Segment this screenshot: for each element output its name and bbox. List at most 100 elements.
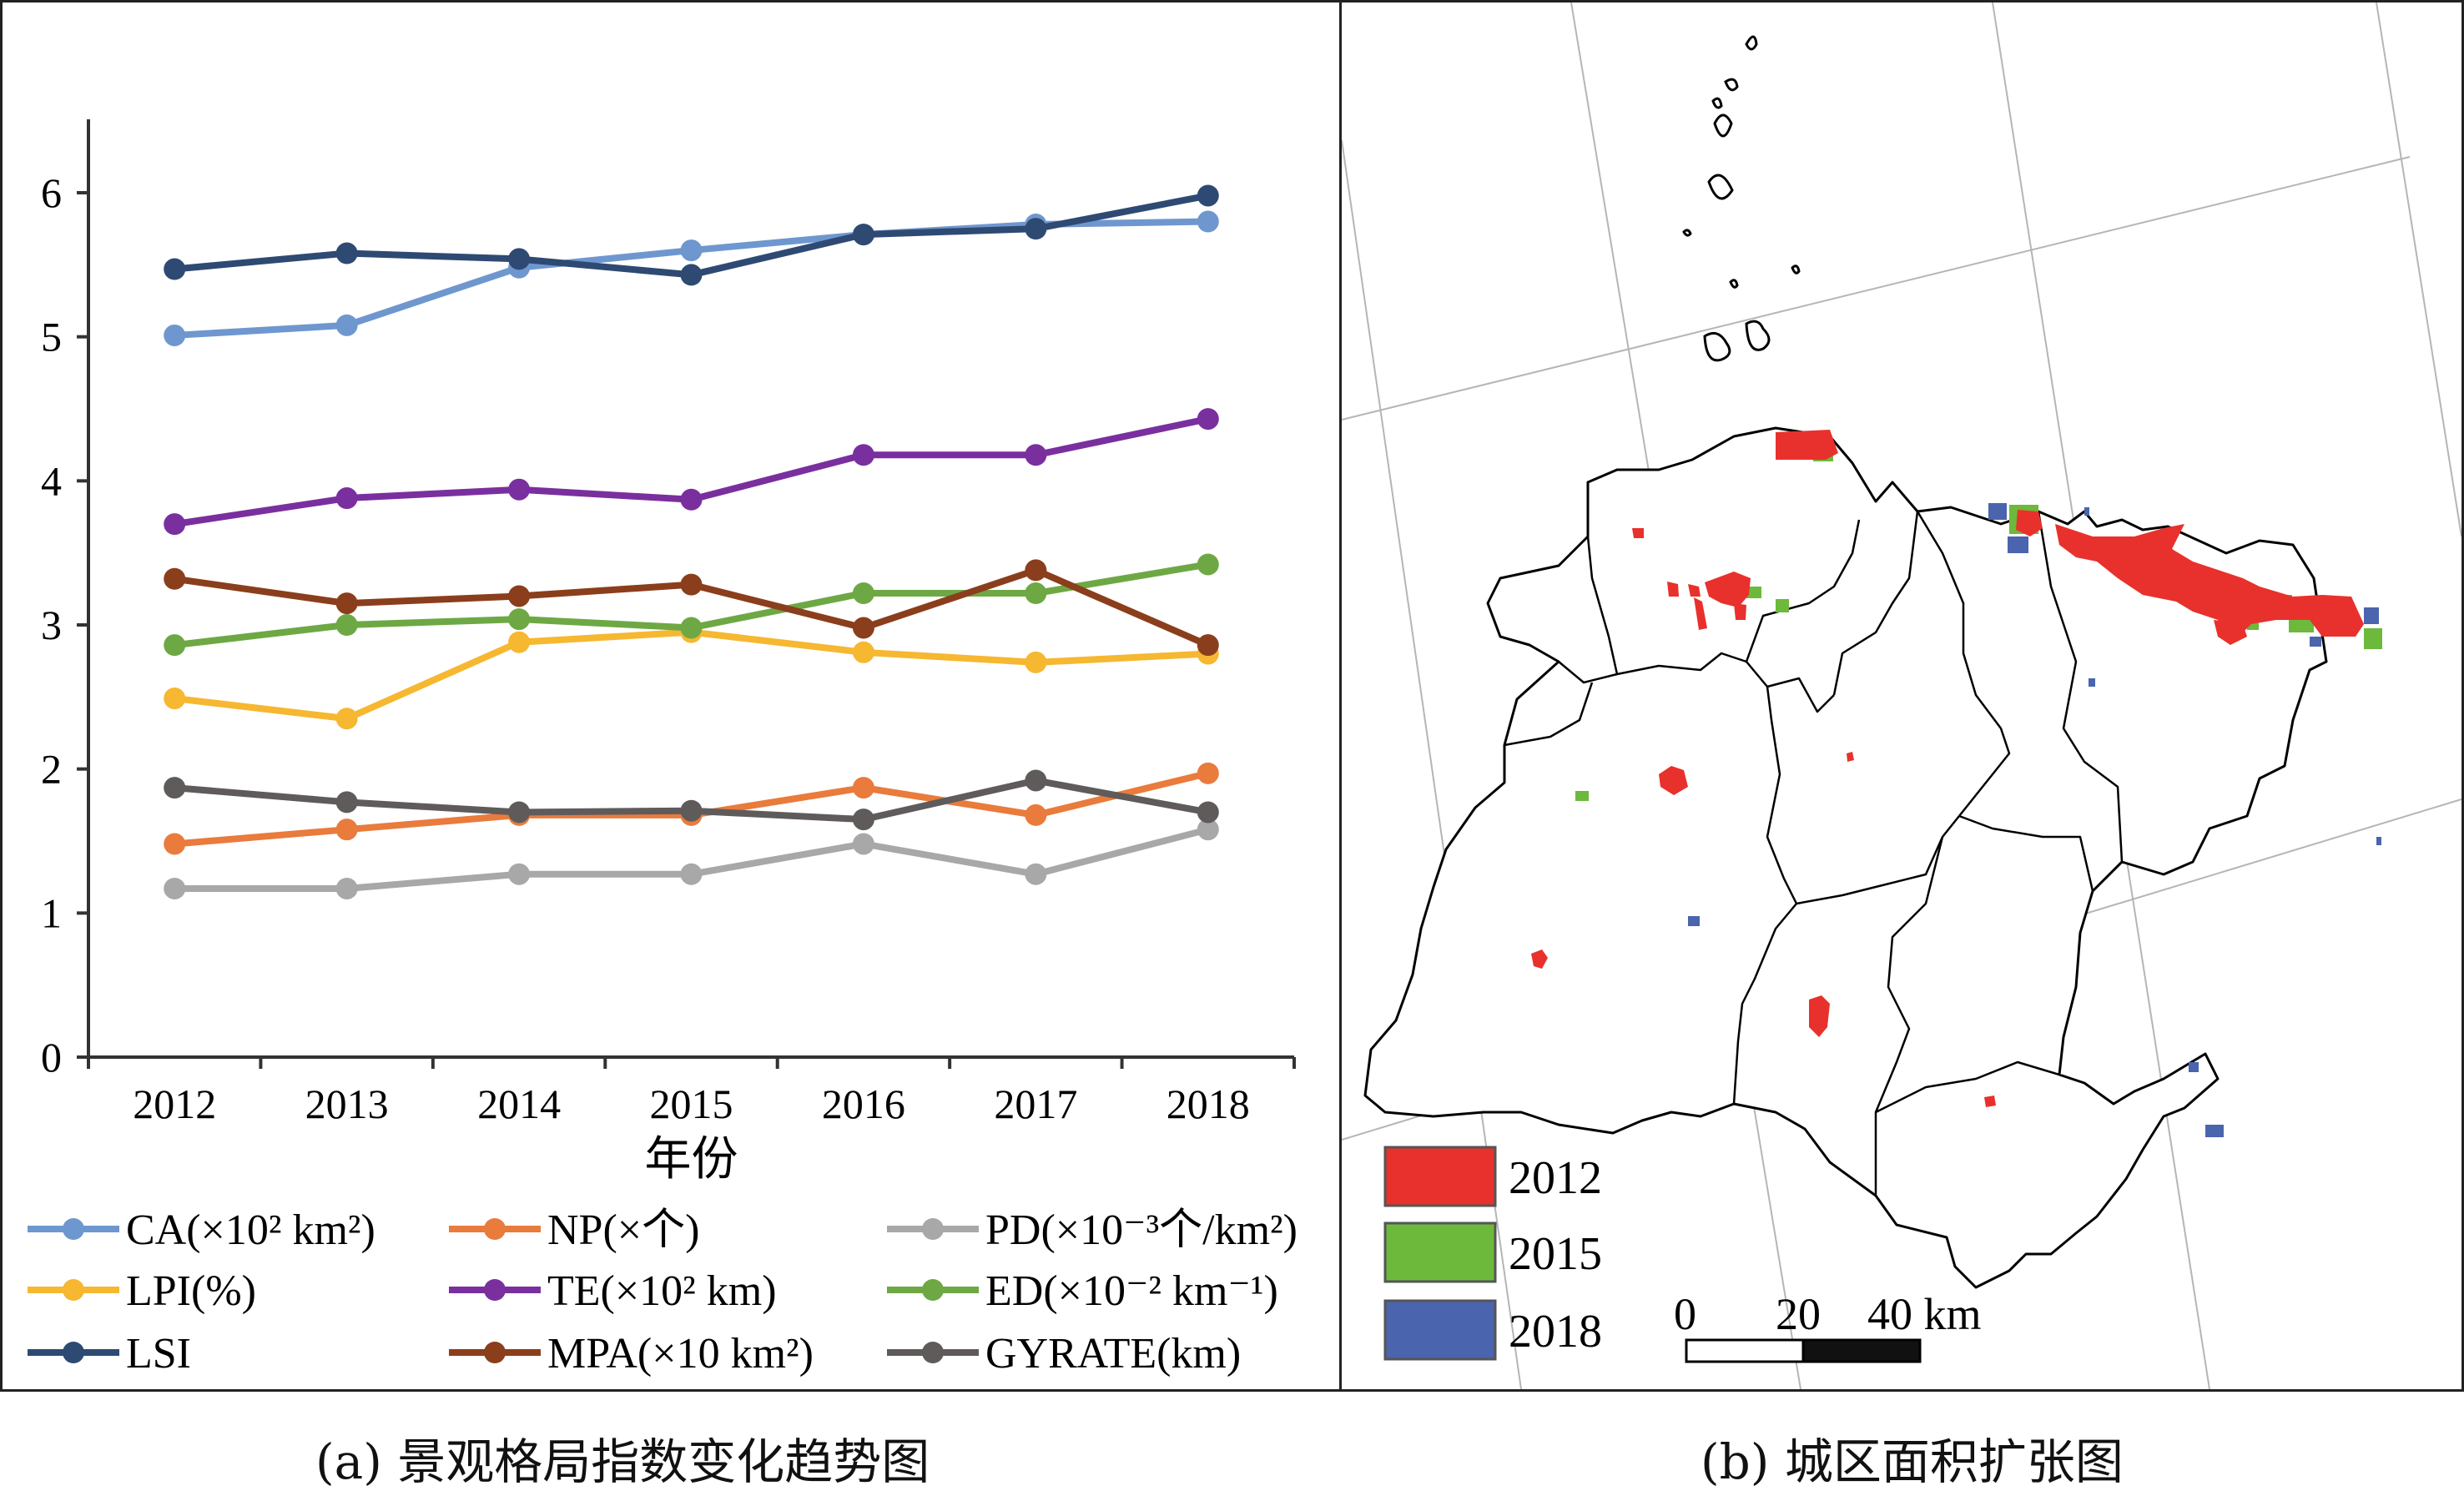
line-chart: 0 1 2 3 4 5 6 2012 2013 2014 2015 2016 2017 2018 年份 CA(…: [28, 119, 1298, 1378]
legend-label: NP(×个): [547, 1206, 699, 1254]
legend-swatch-marker: [922, 1279, 944, 1301]
map-panel: 2012 2015 2018 0 20 40 km: [1339, 0, 2464, 1392]
data-point: [1025, 444, 1047, 466]
chart-panel: 0 1 2 3 4 5 6 2012 2013 2014 2015 2016 2017 2018 年份 CA(…: [0, 0, 1343, 1392]
data-point: [164, 324, 186, 346]
y-tick-label: 6: [41, 169, 62, 216]
legend-swatch-marker: [484, 1279, 506, 1301]
data-point: [1197, 210, 1219, 233]
data-point: [335, 614, 358, 636]
svg-text:2015: 2015: [1509, 1228, 1602, 1280]
x-tick-label: 2015: [650, 1080, 733, 1127]
data-point: [164, 634, 186, 657]
data-point: [852, 808, 874, 831]
data-point: [335, 877, 358, 899]
data-point: [1197, 408, 1219, 431]
data-point: [335, 708, 358, 730]
data-point: [164, 567, 186, 590]
data-point: [164, 513, 186, 536]
data-point: [508, 631, 531, 653]
series-line: [174, 628, 1208, 723]
data-point: [852, 641, 874, 663]
legend-label: LPI(%): [126, 1267, 256, 1315]
data-point: [1025, 803, 1047, 826]
x-tick-label: 2014: [477, 1080, 561, 1127]
data-point: [852, 224, 874, 246]
series-line: [174, 192, 1209, 279]
y-tick-label: 4: [41, 457, 62, 504]
legend-item-2012: 2012: [1383, 1146, 1602, 1207]
caption-b: (b) 城区面积扩张图: [1701, 1433, 2124, 1490]
legend-swatch-marker: [63, 1218, 84, 1240]
legend-item-2015: 2015: [1383, 1221, 1602, 1283]
data-point: [164, 777, 186, 799]
y-tick-label: 5: [41, 314, 62, 360]
legend-swatch-marker: [63, 1342, 84, 1363]
data-point: [1025, 863, 1047, 885]
urban-expansion-map: 2012 2015 2018 0 20 40 km: [1342, 3, 2461, 1389]
legend-label: PD(×10⁻³个/km²): [985, 1206, 1298, 1254]
data-point: [680, 488, 703, 511]
urban-2012: [1531, 430, 2364, 1107]
y-tick-label: 3: [41, 602, 62, 648]
x-tick-label: 2016: [822, 1080, 905, 1127]
data-point: [1025, 559, 1047, 582]
data-point: [164, 877, 186, 899]
x-axis-title: 年份: [645, 1132, 738, 1186]
data-point: [1197, 184, 1219, 207]
data-point: [1197, 762, 1219, 784]
data-point: [680, 617, 703, 639]
legend-swatch-marker: [63, 1279, 84, 1301]
data-point: [508, 863, 531, 885]
caption-a: (a) 景观格局指数变化趋势图: [315, 1433, 930, 1490]
district-boundaries: [1504, 511, 2124, 1196]
scale-label-20: 20: [1776, 1289, 1821, 1339]
urban-2018: [1688, 503, 2381, 1137]
scale-label-40: 40 km: [1867, 1289, 1982, 1339]
data-point: [1197, 819, 1219, 841]
data-point: [852, 617, 874, 639]
legend-swatch-marker: [484, 1342, 506, 1363]
data-point: [335, 487, 358, 510]
data-point: [852, 582, 874, 605]
y-tick-label: 2: [41, 746, 62, 793]
legend-label: ED(×10⁻² km⁻¹): [985, 1267, 1278, 1315]
data-point: [680, 863, 703, 885]
data-point: [1025, 582, 1047, 605]
y-tick-label: 1: [41, 889, 62, 936]
x-tick-label: 2013: [305, 1080, 389, 1127]
data-point: [1197, 553, 1219, 576]
map-legend: 2012 2015 2018: [1383, 1146, 1602, 1361]
data-point: [335, 314, 358, 336]
data-point: [508, 585, 531, 607]
legend-label: GYRATE(km): [985, 1330, 1241, 1378]
data-point: [680, 239, 703, 262]
x-tick-label: 2017: [994, 1080, 1077, 1127]
legend-label: LSI: [126, 1330, 191, 1378]
legend-label: CA(×10² km²): [126, 1206, 375, 1254]
data-point: [852, 444, 874, 466]
data-point: [852, 777, 874, 799]
y-tick-label: 0: [41, 1034, 62, 1080]
legend-label: TE(×10² km): [547, 1267, 777, 1315]
data-point: [1197, 634, 1219, 657]
svg-text:2012: 2012: [1509, 1152, 1602, 1204]
data-point: [335, 819, 358, 841]
data-point: [1025, 218, 1047, 240]
x-tick-label: 2012: [133, 1080, 216, 1127]
data-point: [164, 688, 186, 710]
data-point: [164, 258, 186, 280]
data-point: [335, 791, 358, 813]
data-point: [1197, 801, 1219, 824]
data-point: [680, 264, 703, 286]
legend-swatch-marker: [922, 1342, 944, 1363]
islands: [1682, 35, 1801, 362]
data-point: [508, 248, 531, 270]
scale-bar: 0 20 40 km: [1674, 1289, 1982, 1363]
svg-text:2018: 2018: [1509, 1306, 1602, 1357]
scale-label-0: 0: [1674, 1289, 1696, 1339]
data-point: [335, 242, 358, 264]
x-tick-label: 2018: [1166, 1080, 1250, 1127]
data-point: [852, 833, 874, 855]
data-point: [508, 801, 531, 824]
